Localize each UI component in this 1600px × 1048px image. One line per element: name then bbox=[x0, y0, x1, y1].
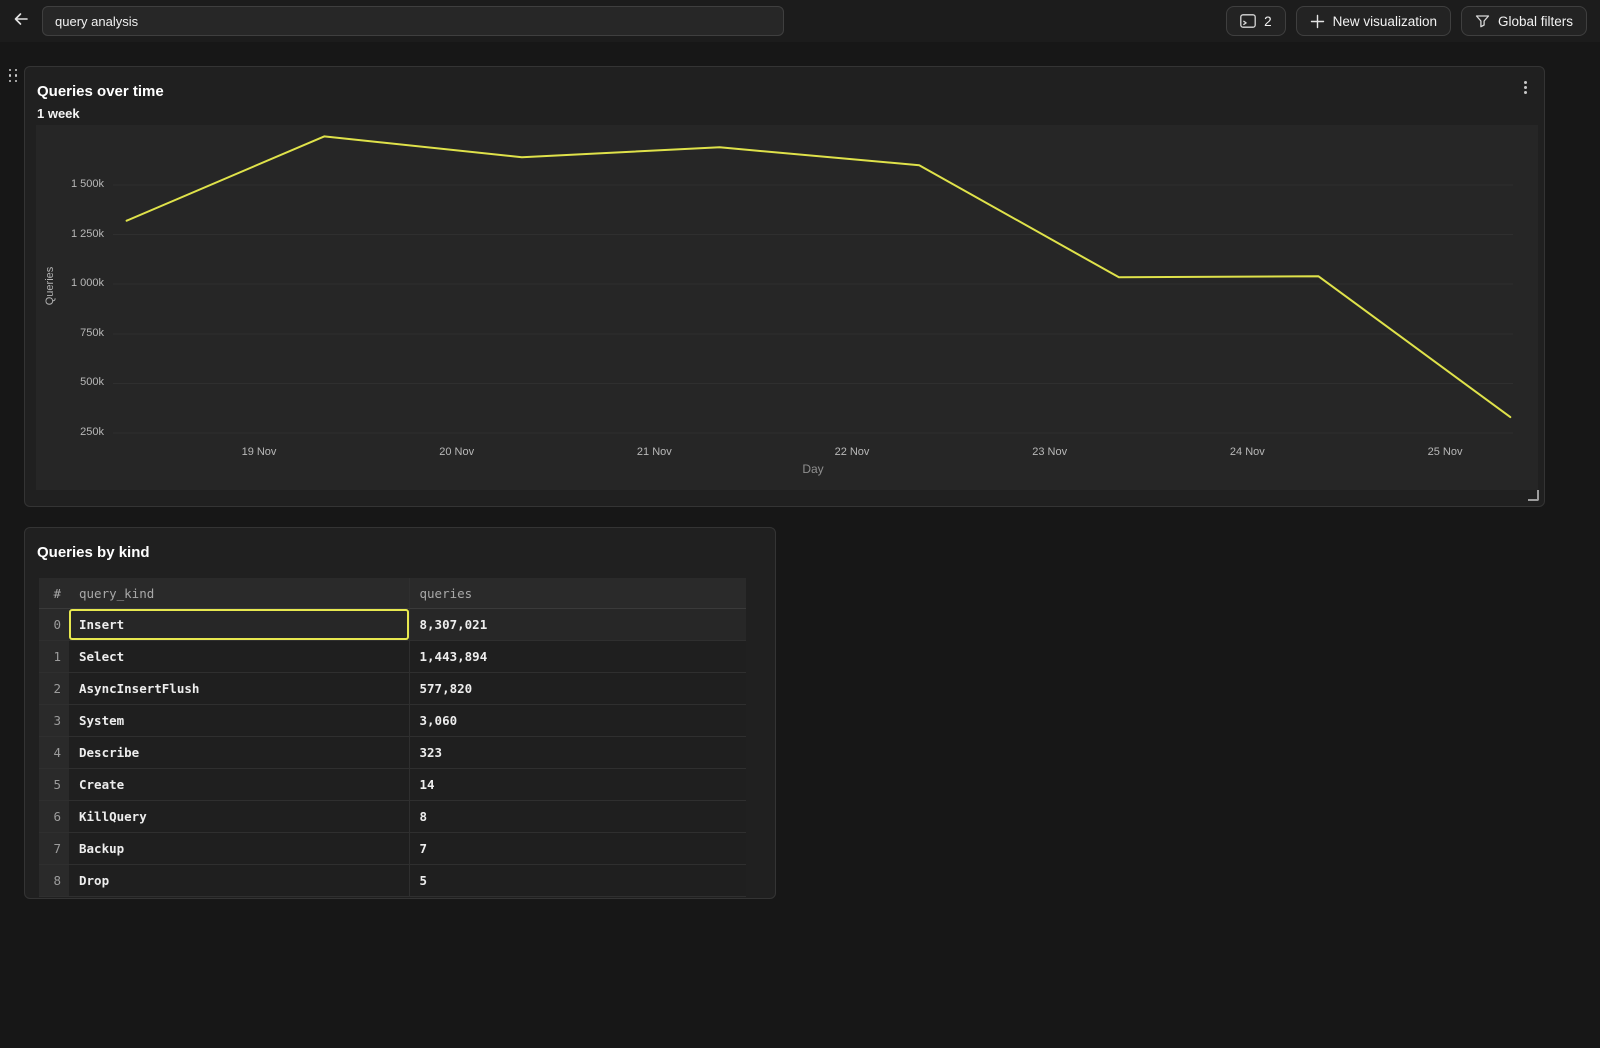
y-tick-label: 1 250k bbox=[70, 227, 104, 240]
visualization-count-button[interactable]: 2 bbox=[1226, 6, 1286, 36]
table-row: 0 Insert 8,307,021 bbox=[39, 608, 746, 641]
query-kind-cell[interactable]: Describe bbox=[69, 736, 410, 769]
column-header-index[interactable]: # bbox=[39, 578, 69, 609]
queries-count-cell[interactable]: 323 bbox=[409, 736, 746, 769]
row-index-cell: 7 bbox=[39, 832, 69, 865]
query-kind-cell[interactable]: Select bbox=[69, 640, 410, 673]
resize-handle-icon[interactable] bbox=[1528, 490, 1539, 501]
table-title: Queries by kind bbox=[37, 544, 150, 561]
table-row: 3 System 3,060 bbox=[39, 704, 746, 737]
back-button[interactable] bbox=[12, 6, 38, 36]
row-index-cell: 6 bbox=[39, 800, 69, 833]
global-filters-button[interactable]: Global filters bbox=[1460, 6, 1587, 36]
x-tick-label: 25 Nov bbox=[1427, 446, 1463, 458]
table-row: 7 Backup 7 bbox=[39, 832, 746, 865]
query-kind-cell[interactable]: Insert bbox=[69, 608, 410, 641]
row-index-cell: 5 bbox=[39, 768, 69, 801]
queries-over-time-chart[interactable] bbox=[36, 125, 1538, 490]
row-index-cell: 2 bbox=[39, 672, 69, 705]
table-row: 5 Create 14 bbox=[39, 768, 746, 801]
chart-subtitle: 1 week bbox=[37, 106, 80, 121]
table-row: 2 AsyncInsertFlush 577,820 bbox=[39, 672, 746, 705]
chart-title: Queries over time bbox=[37, 83, 164, 100]
arrow-left-icon bbox=[12, 10, 30, 33]
queries-count-cell[interactable]: 577,820 bbox=[409, 672, 746, 705]
row-index-cell: 4 bbox=[39, 736, 69, 769]
y-tick-label: 750k bbox=[80, 326, 104, 339]
queries-by-kind-table: # query_kind queries 0 Insert 8,307,021 1 Sele… bbox=[39, 578, 746, 897]
table-row: 6 KillQuery 8 bbox=[39, 800, 746, 833]
topbar-actions: 2 New visualization Global filters bbox=[1226, 6, 1587, 36]
plus-icon bbox=[1310, 14, 1325, 29]
x-tick-label: 20 Nov bbox=[439, 446, 475, 458]
x-axis-label: Day bbox=[802, 462, 824, 476]
y-tick-label: 1 000k bbox=[70, 277, 104, 290]
topbar: 2 New visualization Global filters bbox=[0, 0, 1600, 42]
queries-count-cell[interactable]: 8,307,021 bbox=[409, 608, 746, 641]
query-kind-cell[interactable]: KillQuery bbox=[69, 800, 410, 833]
queries-count-cell[interactable]: 7 bbox=[409, 832, 746, 865]
queries-count-cell[interactable]: 14 bbox=[409, 768, 746, 801]
queries-by-kind-card: Queries by kind # query_kind queries 0 Inse… bbox=[24, 527, 776, 899]
queries-count-cell[interactable]: 1,443,894 bbox=[409, 640, 746, 673]
kebab-menu-icon[interactable] bbox=[1518, 78, 1532, 96]
visualization-count-label: 2 bbox=[1264, 13, 1272, 29]
query-kind-cell[interactable]: Backup bbox=[69, 832, 410, 865]
queries-count-cell[interactable]: 8 bbox=[409, 800, 746, 833]
row-index-cell: 1 bbox=[39, 640, 69, 673]
queries-count-cell[interactable]: 5 bbox=[409, 864, 746, 897]
query-kind-cell[interactable]: Create bbox=[69, 768, 410, 801]
console-panel-icon bbox=[1240, 14, 1257, 28]
funnel-icon bbox=[1475, 14, 1490, 29]
x-tick-label: 24 Nov bbox=[1229, 446, 1265, 458]
column-header-query_kind[interactable]: query_kind bbox=[69, 578, 410, 609]
row-index-cell: 0 bbox=[39, 608, 69, 641]
x-tick-label: 22 Nov bbox=[834, 446, 870, 458]
table-row: 4 Describe 323 bbox=[39, 736, 746, 769]
table-row: 8 Drop 5 bbox=[39, 864, 746, 897]
x-tick-label: 19 Nov bbox=[241, 446, 277, 458]
queries-over-time-plot: Queries Day 250k 500k 750k 1 000k 1 250k 1 50… bbox=[36, 125, 1538, 490]
column-header-queries[interactable]: queries bbox=[409, 578, 746, 609]
query-kind-cell[interactable]: AsyncInsertFlush bbox=[69, 672, 410, 705]
x-tick-label: 23 Nov bbox=[1032, 446, 1068, 458]
global-filters-label: Global filters bbox=[1497, 13, 1573, 29]
y-tick-label: 250k bbox=[80, 426, 104, 438]
query-kind-cell[interactable]: System bbox=[69, 704, 410, 737]
x-tick-label: 21 Nov bbox=[636, 446, 672, 458]
dashboard-title-input[interactable] bbox=[42, 6, 784, 36]
y-tick-label: 1 500k bbox=[70, 178, 104, 190]
table-header-row: # query_kind queries bbox=[39, 578, 746, 609]
drag-handle-icon[interactable] bbox=[7, 67, 19, 84]
queries-over-time-card: Queries over time 1 week Queries Day 250… bbox=[24, 66, 1545, 507]
query-kind-cell[interactable]: Drop bbox=[69, 864, 410, 897]
y-tick-label: 500k bbox=[80, 376, 104, 389]
row-index-cell: 3 bbox=[39, 704, 69, 737]
new-visualization-button[interactable]: New visualization bbox=[1295, 6, 1451, 36]
queries-count-cell[interactable]: 3,060 bbox=[409, 704, 746, 737]
row-index-cell: 8 bbox=[39, 864, 69, 897]
table-row: 1 Select 1,443,894 bbox=[39, 640, 746, 673]
queries-line-series bbox=[125, 135, 1512, 419]
new-visualization-label: New visualization bbox=[1332, 13, 1437, 29]
